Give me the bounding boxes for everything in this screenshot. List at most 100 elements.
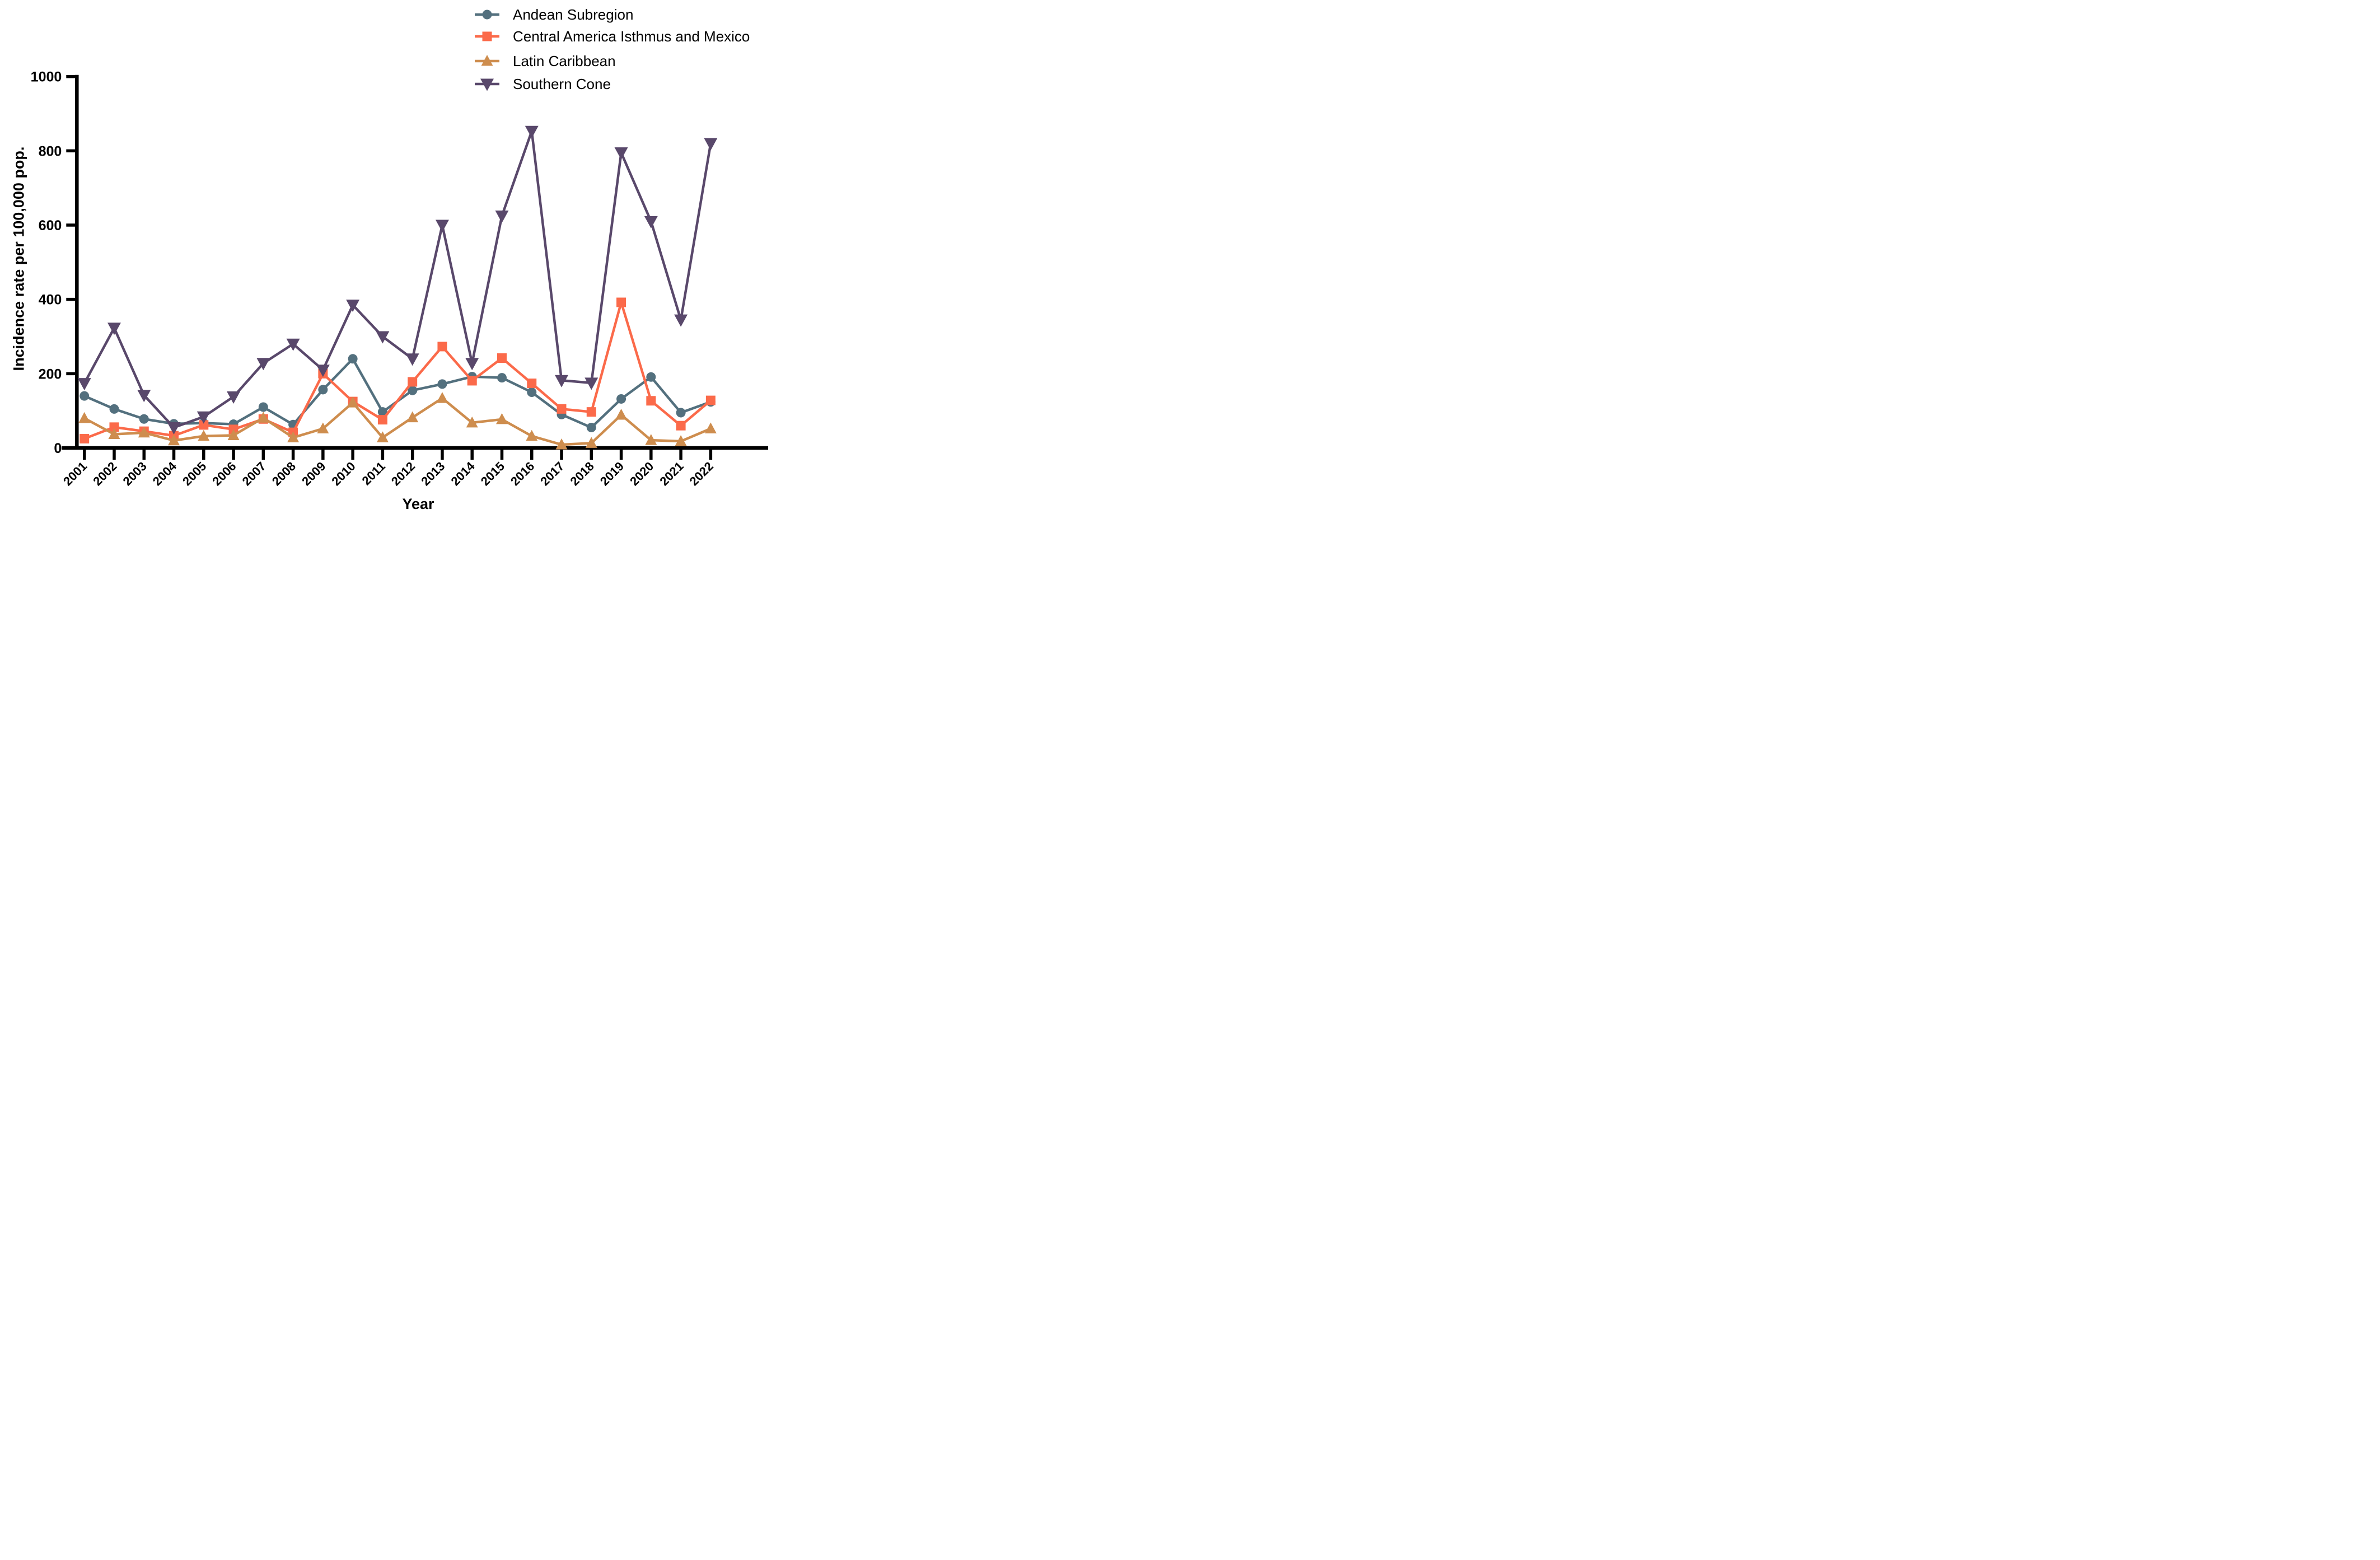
data-point-marker: [227, 429, 240, 440]
data-point-marker: [109, 422, 119, 432]
data-point-marker: [586, 407, 596, 417]
data-point-marker: [107, 323, 121, 335]
data-point-marker: [614, 147, 628, 160]
data-point-marker: [376, 331, 390, 344]
data-point-marker: [497, 373, 507, 383]
legend-label: Latin Caribbean: [513, 52, 616, 69]
x-axis-tick-label: 2019: [597, 459, 626, 488]
data-point-marker: [198, 429, 210, 441]
data-point-marker: [645, 434, 657, 445]
data-point-marker: [139, 414, 149, 424]
data-point-marker: [482, 31, 492, 41]
x-axis-tick-label: 2006: [209, 459, 239, 488]
x-axis-tick-label: 2009: [299, 459, 328, 488]
data-point-marker: [227, 391, 241, 404]
legend-label: Southern Cone: [513, 75, 611, 92]
data-point-marker: [480, 78, 494, 91]
data-point-marker: [466, 416, 478, 428]
chart-legend: Andean Subregion Central America Isthmus…: [474, 4, 750, 94]
x-axis-tick-label: 2005: [180, 459, 209, 488]
x-axis-tick-label: 2015: [478, 459, 507, 488]
x-axis-tick-label: 2010: [329, 459, 358, 488]
data-point-marker: [197, 411, 211, 424]
series-latin-caribbean: [78, 392, 717, 450]
data-point-marker: [525, 125, 539, 138]
legend-marker-circle-icon: [475, 10, 499, 20]
data-point-marker: [482, 10, 492, 20]
legend-item-andean-subregion: Andean Subregion: [474, 4, 750, 25]
data-point-marker: [347, 396, 359, 408]
data-point-marker: [406, 411, 419, 423]
y-axis-tick-label: 1000: [31, 69, 62, 85]
x-axis-tick-label: 2020: [627, 459, 656, 488]
data-point-marker: [80, 433, 90, 443]
legend-item-central-america-isthmus-and-mexico: Central America Isthmus and Mexico: [474, 26, 750, 46]
data-point-marker: [465, 358, 479, 371]
data-point-marker: [408, 385, 418, 395]
data-point-marker: [585, 377, 598, 390]
data-point-marker: [80, 391, 90, 401]
legend-marker-square-icon: [475, 31, 499, 41]
series-andean-subregion: [80, 354, 716, 433]
x-axis-tick-label: 2014: [448, 459, 478, 488]
x-axis-title: Year: [402, 496, 434, 512]
data-point-marker: [257, 412, 269, 423]
data-point-marker: [495, 413, 508, 424]
data-point-marker: [317, 422, 329, 434]
data-point-marker: [616, 297, 626, 307]
data-point-marker: [377, 415, 387, 425]
data-point-marker: [408, 377, 418, 387]
legend-label: Andean Subregion: [513, 6, 634, 23]
data-point-marker: [615, 408, 628, 420]
legend-item-latin-caribbean: Latin Caribbean: [474, 51, 750, 71]
data-point-marker: [258, 402, 268, 412]
y-axis-tick-label: 200: [39, 366, 62, 382]
series-line: [83, 396, 712, 446]
data-point-marker: [435, 219, 449, 232]
x-axis-tick-label: 2016: [508, 459, 537, 488]
y-axis-tick-label: 600: [39, 218, 62, 233]
data-point-marker: [109, 404, 119, 414]
data-point-marker: [646, 372, 656, 382]
x-axis-tick-label: 2004: [150, 459, 180, 488]
x-axis-tick-label: 2001: [60, 459, 90, 488]
data-point-marker: [437, 379, 447, 389]
legend-label: Central America Isthmus and Mexico: [513, 27, 750, 45]
data-point-marker: [481, 55, 493, 66]
data-point-marker: [377, 407, 387, 417]
data-point-marker: [586, 423, 596, 433]
data-point-marker: [437, 342, 447, 352]
data-point-marker: [376, 431, 389, 442]
data-point-marker: [495, 210, 509, 223]
data-point-marker: [497, 353, 507, 363]
data-point-marker: [199, 420, 209, 430]
data-point-marker: [346, 300, 360, 312]
x-axis-tick-label: 2021: [657, 459, 686, 488]
x-axis-tick-label: 2012: [389, 459, 418, 488]
data-point-marker: [527, 387, 537, 398]
x-axis-tick-label: 2017: [537, 459, 567, 488]
y-axis-title: Incidence rate per 100,000 pop.: [10, 146, 27, 371]
x-axis-tick-label: 2007: [240, 459, 269, 488]
x-axis-tick-label: 2022: [687, 459, 716, 488]
data-point-marker: [675, 435, 687, 446]
series-line: [83, 301, 712, 440]
data-point-marker: [674, 314, 688, 327]
y-axis-tick-label: 800: [39, 143, 62, 159]
data-point-marker: [527, 379, 537, 389]
data-point-marker: [316, 365, 330, 377]
legend-item-southern-cone: Southern Cone: [474, 74, 750, 94]
x-axis-tick-label: 2002: [90, 459, 119, 488]
incidence-rate-line-chart-figure: 0 200 400 600 800 1000 2001 2002 2003 2004 2005 200…: [0, 0, 793, 520]
data-point-marker: [138, 426, 150, 438]
data-point-marker: [555, 375, 569, 387]
x-axis-tick-label: 2011: [359, 459, 388, 488]
legend-marker-triangle-down-icon: [475, 78, 499, 91]
y-axis-tick-label: 400: [39, 292, 62, 308]
data-point-marker: [644, 216, 658, 228]
data-point-marker: [646, 396, 656, 406]
data-point-marker: [405, 353, 419, 366]
x-axis-tick-label: 2003: [120, 459, 149, 488]
x-axis-tick-label: 2018: [568, 459, 597, 488]
